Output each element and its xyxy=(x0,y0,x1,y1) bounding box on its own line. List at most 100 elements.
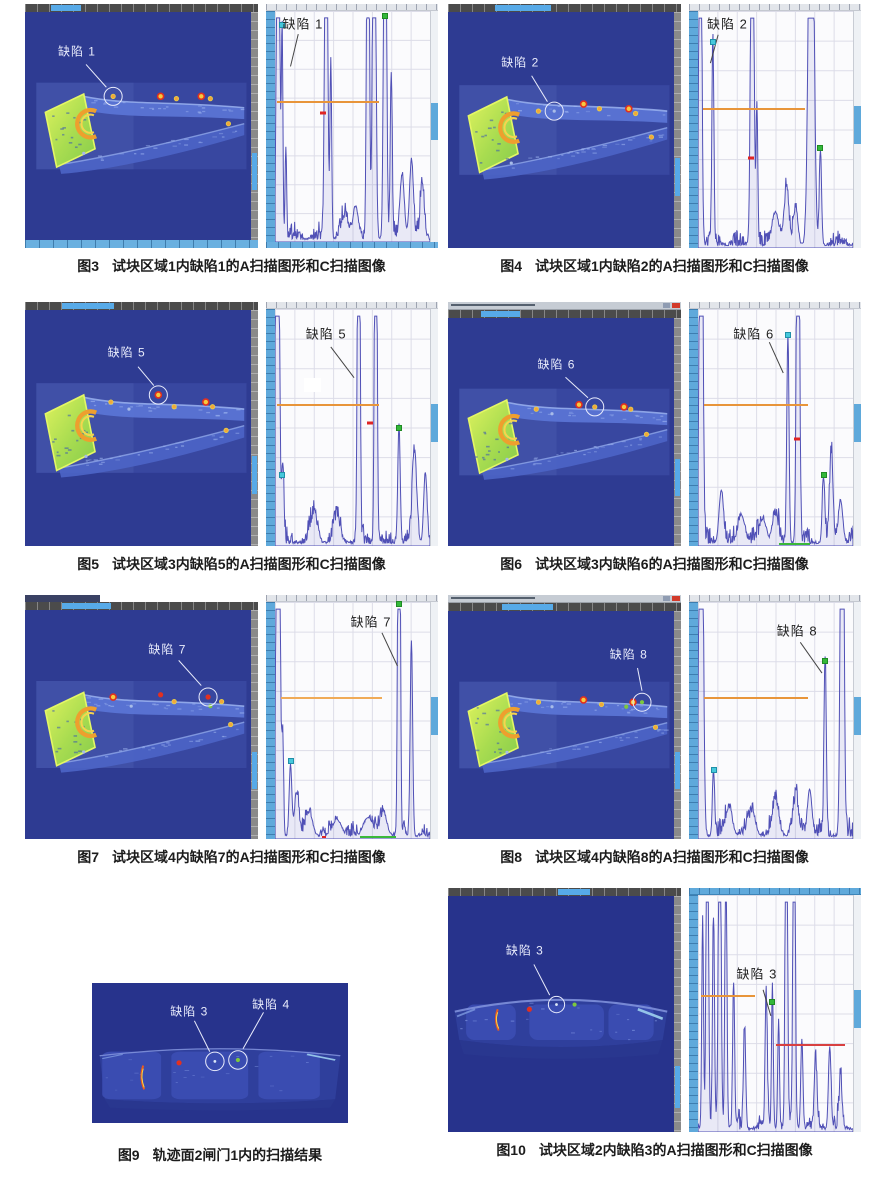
wedge-speckle xyxy=(73,735,78,737)
ascan-plot: 缺陷 5 xyxy=(275,309,430,546)
arm-speckle xyxy=(568,411,573,413)
defect-dot xyxy=(572,1002,577,1007)
ascan-blank-box xyxy=(304,377,322,392)
wedge-speckle xyxy=(65,452,68,454)
defect-label: 缺陷 2 xyxy=(707,16,748,32)
cscan-right-scrollbar xyxy=(251,12,258,240)
ascan-body: 缺陷 2 xyxy=(689,11,861,248)
cscan-lower-arm-rim xyxy=(58,123,245,166)
cscan-base-art xyxy=(448,12,674,248)
scrollbar-blue-segment xyxy=(252,751,257,789)
wedge-speckle xyxy=(498,748,503,751)
arm-speckle xyxy=(583,453,586,456)
rail-speckle xyxy=(510,1020,515,1022)
arm-speckle xyxy=(212,136,218,138)
cscan-image: 缺陷 1 xyxy=(25,12,251,240)
ascan-top-ruler xyxy=(689,595,861,602)
arm-speckle xyxy=(627,712,631,714)
wedge-speckle xyxy=(483,431,487,434)
panel-gap xyxy=(681,4,689,248)
wedge-speckle xyxy=(79,743,82,746)
wedge-speckle xyxy=(52,115,55,117)
arm-speckle xyxy=(539,411,543,413)
caption-text: 试块区域2内缺陷3的A扫描图形和C扫描图像 xyxy=(538,1142,813,1158)
cscan-panel: 缺陷 6 xyxy=(448,302,681,546)
arm-speckle xyxy=(104,102,107,104)
arm-speckle xyxy=(643,712,648,714)
scrollbar-blue-segment xyxy=(675,459,680,496)
arm-speckle xyxy=(536,103,541,105)
cscan-ruler-selection xyxy=(480,311,521,317)
arm-speckle xyxy=(521,755,526,757)
figure-fig6: 缺陷 6 缺陷 6 图6 试块区域3内缺陷6的A扫描图形和C扫描图像 xyxy=(448,302,861,574)
wedge-speckle xyxy=(66,112,70,114)
gate-bottom-indicator xyxy=(778,543,810,545)
wedge-speckle xyxy=(55,138,58,141)
cscan-panel: 缺陷 8 xyxy=(448,595,681,839)
amplitude-marker-red xyxy=(320,111,327,115)
cscan-overlay xyxy=(82,64,231,155)
arm-speckle xyxy=(153,704,157,706)
arm-speckle xyxy=(517,703,522,705)
arm-speckle xyxy=(622,418,627,421)
cscan-base-art xyxy=(448,318,674,546)
figure-panels: 缺陷 3 缺陷 3 xyxy=(448,888,861,1132)
amplitude-marker-green xyxy=(382,12,389,19)
arm-speckle xyxy=(533,458,538,460)
gate-line xyxy=(704,403,809,406)
wedge-speckle xyxy=(62,133,65,136)
wedge-speckle xyxy=(498,451,500,453)
defect-dot xyxy=(535,108,542,114)
gate-bottom-indicator xyxy=(360,836,396,838)
cscan-panel: 缺陷 1 xyxy=(25,4,258,248)
rail-speckle xyxy=(472,1020,477,1022)
arm-speckle xyxy=(634,731,638,733)
arm-speckle xyxy=(632,137,636,139)
cscan-top-ruler xyxy=(25,4,258,12)
ascan-panel: 缺陷 3 xyxy=(689,888,861,1132)
arm-speckle xyxy=(656,708,660,711)
rail-speckle xyxy=(175,1082,178,1083)
wedge-speckle xyxy=(482,458,486,461)
wedge-speckle xyxy=(475,722,478,724)
arm-speckle xyxy=(198,112,202,114)
cscan-base-art xyxy=(25,310,251,546)
arm-speckle xyxy=(235,708,239,710)
defect-dot xyxy=(223,427,229,433)
arm-speckle xyxy=(190,710,194,712)
figure-fig8: 缺陷 8 缺陷 8 图8 试块区域4内缺陷8的A扫描图形和C扫描图像 xyxy=(448,595,861,867)
cscan-window-titlebar xyxy=(448,595,681,603)
arm-speckle xyxy=(625,737,630,739)
defect-label: 缺陷 3 xyxy=(736,966,778,982)
ascan-waveform-path xyxy=(275,18,430,242)
ascan-bottom-ruler xyxy=(266,242,438,248)
defect-pointer-line xyxy=(531,75,548,102)
arm-speckle xyxy=(150,407,155,410)
defect-label: 缺陷 3 xyxy=(170,1004,209,1019)
ascan-right-ruler-segment xyxy=(431,403,438,442)
close-button-icon xyxy=(672,596,680,601)
ascan-right-ruler-segment xyxy=(431,696,438,735)
wedge-speckle xyxy=(85,154,89,156)
wedge-speckle xyxy=(52,441,55,443)
cscan-image: 缺陷 5 xyxy=(25,310,251,546)
calibration-streak-core xyxy=(495,1012,500,1029)
arm-speckle xyxy=(168,142,171,144)
wedge-speckle xyxy=(55,750,59,753)
defect-dot xyxy=(207,96,213,102)
defect-pointer-line xyxy=(193,1020,211,1052)
defect-dot xyxy=(592,404,598,410)
arm-speckle xyxy=(518,110,522,112)
defect-label: 缺陷 8 xyxy=(776,623,818,639)
ascan-right-ruler xyxy=(853,895,861,1132)
caption-text: 试块区域3内缺陷6的A扫描图形和C扫描图像 xyxy=(535,556,809,572)
arm-speckle xyxy=(594,451,597,453)
ascan-plot: 缺陷 6 xyxy=(698,309,853,546)
arm-speckle xyxy=(575,152,579,154)
arm-speckle xyxy=(600,446,606,448)
defect-dot xyxy=(108,399,114,405)
arm-speckle xyxy=(151,108,155,110)
arm-speckle xyxy=(624,445,628,448)
arm-speckle xyxy=(510,703,513,705)
